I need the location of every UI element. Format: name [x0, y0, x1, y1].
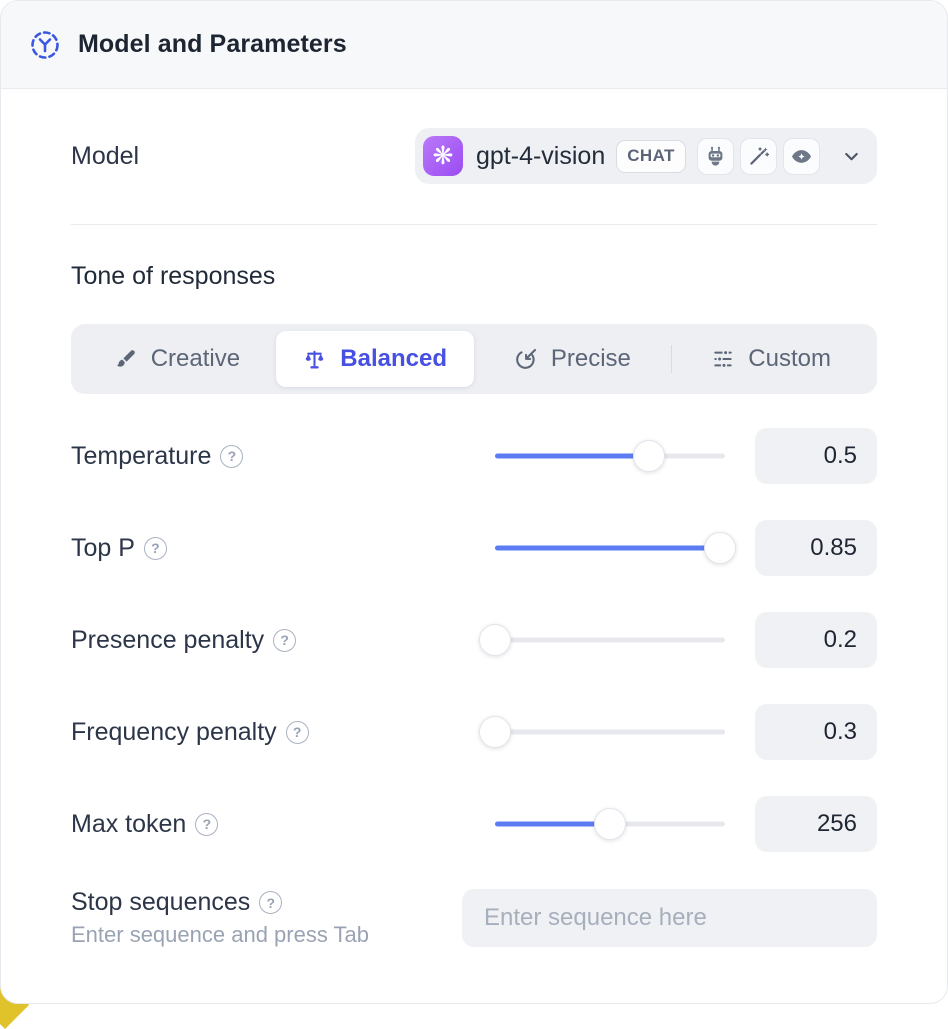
slider-thumb[interactable] — [479, 716, 511, 748]
temperature-value[interactable]: 0.5 — [755, 428, 877, 484]
top-p-slider[interactable] — [495, 531, 737, 565]
stop-sequences-helper: Enter sequence and press Tab — [71, 922, 370, 947]
frequency-penalty-value[interactable]: 0.3 — [755, 704, 877, 760]
top-p-value[interactable]: 0.85 — [755, 520, 877, 576]
magic-capability-badge — [739, 137, 777, 175]
help-icon[interactable]: ? — [273, 628, 297, 652]
tab-divider — [671, 345, 673, 373]
tab-balanced-label: Balanced — [340, 345, 447, 372]
section-divider — [71, 224, 877, 225]
slider-thumb[interactable] — [704, 532, 737, 564]
slider-fill — [495, 545, 721, 551]
magic-wand-icon — [750, 146, 769, 165]
paintbrush-icon — [116, 350, 135, 367]
tab-precise-label: Precise — [550, 345, 631, 372]
stop-sequences-label: Stop sequences — [71, 888, 251, 916]
stop-sequences-row: Stop sequences ? Enter sequence and pres… — [71, 888, 877, 948]
slider-track[interactable] — [495, 637, 725, 643]
robot-capability-badge — [696, 137, 734, 175]
tab-custom[interactable]: Custom — [672, 331, 870, 387]
balance-scale-icon — [305, 350, 324, 368]
chevron-down-icon[interactable] — [841, 146, 862, 167]
tone-section-heading: Tone of responses — [71, 262, 276, 290]
tab-balanced[interactable]: Balanced — [275, 331, 474, 387]
presence-penalty-label: Presence penalty — [71, 625, 265, 654]
max-token-value[interactable]: 256 — [755, 796, 877, 852]
help-icon[interactable]: ? — [285, 720, 309, 744]
help-icon[interactable]: ? — [220, 444, 244, 468]
tab-creative-label: Creative — [150, 345, 241, 372]
temperature-slider[interactable] — [495, 439, 725, 473]
param-row-top-p: Top P ? 0.85 — [71, 520, 877, 576]
slider-fill — [495, 821, 610, 827]
slider-fill — [495, 453, 650, 459]
frequency-penalty-slider[interactable] — [479, 715, 725, 749]
page-title: Model and Parameters — [78, 30, 347, 58]
vision-eye-icon — [791, 149, 811, 163]
top-p-label: Top P — [71, 533, 135, 562]
help-icon[interactable]: ? — [143, 536, 167, 560]
help-icon[interactable]: ? — [259, 891, 283, 914]
frequency-penalty-label: Frequency penalty — [71, 717, 277, 746]
sliders-icon — [714, 349, 732, 369]
vision-capability-badge — [782, 137, 820, 175]
tab-precise[interactable]: Precise — [474, 331, 672, 387]
panel-header: Model and Parameters — [1, 1, 947, 89]
slider-thumb[interactable] — [479, 624, 511, 656]
slider-thumb[interactable] — [594, 808, 626, 840]
slider-thumb[interactable] — [633, 440, 666, 472]
param-row-temperature: Temperature ? 0.5 — [71, 428, 877, 484]
robot-icon — [708, 146, 723, 166]
help-icon[interactable]: ? — [195, 812, 219, 836]
tab-custom-label: Custom — [748, 345, 831, 372]
stop-sequence-input[interactable] — [462, 889, 877, 947]
presence-penalty-slider[interactable] — [479, 623, 725, 657]
max-token-label: Max token — [71, 809, 187, 838]
model-row: Model ❋ gpt-4-vision CHAT — [71, 128, 877, 184]
model-select-dropdown[interactable]: ❋ gpt-4-vision CHAT — [415, 128, 877, 184]
slider-track[interactable] — [495, 729, 725, 735]
model-parameters-panel: Model and Parameters Model ❋ gpt-4-visio… — [0, 0, 948, 1004]
model-name: gpt-4-vision — [476, 141, 606, 170]
model-type-badge: CHAT — [616, 139, 686, 173]
presence-penalty-value[interactable]: 0.2 — [755, 612, 877, 668]
param-row-presence-penalty: Presence penalty ? 0.2 — [71, 612, 877, 668]
openai-logo-icon: ❋ — [423, 136, 463, 176]
param-row-frequency-penalty: Frequency penalty ? 0.3 — [71, 704, 877, 760]
target-arrow-icon — [516, 348, 536, 369]
temperature-label: Temperature — [71, 441, 212, 470]
max-token-slider[interactable] — [495, 807, 725, 841]
model-label: Model — [71, 141, 140, 170]
tone-selector: Creative Balanced Precise — [71, 324, 877, 394]
model-hub-icon — [31, 30, 59, 59]
tab-creative[interactable]: Creative — [78, 331, 276, 387]
param-row-max-token: Max token ? 256 — [71, 796, 877, 852]
